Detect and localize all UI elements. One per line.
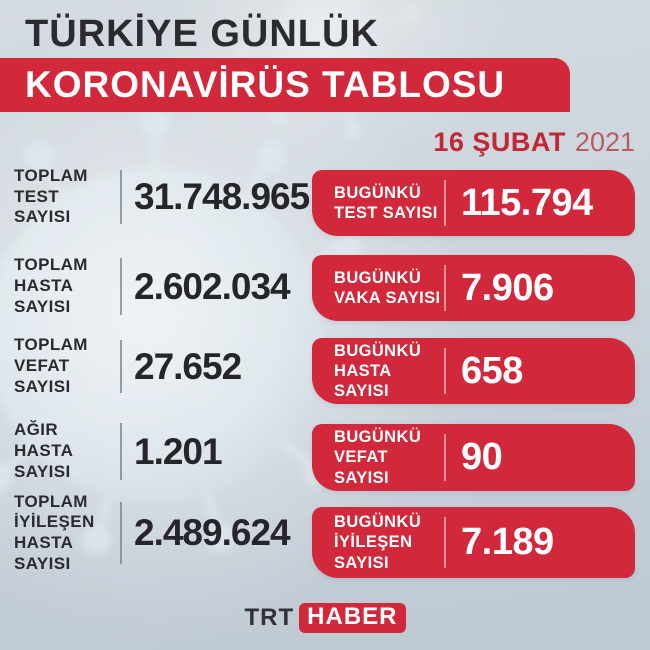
divider — [444, 180, 446, 226]
divider — [120, 258, 122, 315]
divider — [444, 434, 446, 481]
daily-row-iyilesen: BUGÜNKÜ İYİLEŞEN SAYISI 7.189 — [312, 507, 635, 578]
divider — [444, 265, 446, 311]
daily-value-test: 115.794 — [461, 181, 593, 224]
total-value-iyilesen: 2.489.624 — [134, 512, 291, 553]
trt-haber-logo: TRT HABER — [0, 603, 650, 633]
daily-label-hasta: BUGÜNKÜ HASTA SAYISI — [334, 341, 422, 401]
divider — [120, 340, 122, 393]
report-date-day: 16 ŞUBAT — [433, 127, 566, 157]
haber-logo-badge: HABER — [299, 603, 406, 633]
total-label-iyilesen: TOPLAM İYİLEŞEN HASTA SAYISI — [14, 491, 95, 573]
daily-label-iyilesen: BUGÜNKÜ İYİLEŞEN SAYISI — [334, 513, 422, 572]
page-title-line2: KORONAVİRÜS TABLOSU — [25, 64, 506, 105]
total-row-vefat: TOPLAM VEFAT SAYISI 27.652 — [14, 335, 314, 395]
report-date-year: 2021 — [574, 127, 635, 157]
daily-label-test: BUGÜNKÜ TEST SAYISI — [334, 183, 438, 222]
total-label-test: TOPLAM TEST SAYISI — [14, 165, 88, 227]
daily-value-vaka: 7.906 — [461, 266, 554, 309]
daily-row-vaka: BUGÜNKÜ VAKA SAYISI 7.906 — [312, 255, 635, 321]
report-date: 16 ŞUBAT 2021 — [433, 127, 635, 158]
daily-value-vefat: 90 — [461, 436, 503, 478]
divider — [120, 170, 122, 224]
total-value-hasta: 2.602.034 — [134, 265, 291, 307]
page-title-banner: KORONAVİRÜS TABLOSU — [0, 58, 570, 112]
daily-value-iyilesen: 7.189 — [461, 521, 554, 563]
daily-row-test: BUGÜNKÜ TEST SAYISI 115.794 — [312, 170, 635, 236]
total-row-test: TOPLAM TEST SAYISI 31.748.965 — [14, 166, 314, 226]
daily-row-hasta: BUGÜNKÜ HASTA SAYISI 658 — [312, 338, 635, 404]
total-row-iyilesen: TOPLAM İYİLEŞEN HASTA SAYISI 2.489.624 — [14, 492, 314, 573]
total-label-agir-hasta: AĞIR HASTA SAYISI — [14, 420, 74, 481]
daily-label-vaka: BUGÜNKÜ VAKA SAYISI — [334, 268, 441, 307]
divider — [444, 348, 446, 394]
page-title-line1: TÜRKİYE GÜNLÜK — [25, 13, 379, 55]
daily-row-vefat: BUGÜNKÜ VEFAT SAYISI 90 — [312, 424, 635, 491]
divider — [444, 517, 446, 568]
total-value-vefat: 27.652 — [134, 345, 242, 387]
daily-value-hasta: 658 — [461, 349, 523, 392]
trt-logo-text: TRT — [244, 604, 295, 631]
total-row-hasta: TOPLAM HASTA SAYISI 2.602.034 — [14, 255, 314, 316]
total-value-agir-hasta: 1.201 — [134, 430, 223, 472]
total-value-test: 31.748.965 — [134, 176, 310, 217]
total-row-agir-hasta: AĞIR HASTA SAYISI 1.201 — [14, 420, 314, 481]
total-label-vefat: TOPLAM VEFAT SAYISI — [14, 335, 88, 396]
total-label-hasta: TOPLAM HASTA SAYISI — [14, 255, 88, 316]
divider — [120, 502, 122, 564]
divider — [120, 423, 122, 480]
daily-label-vefat: BUGÜNKÜ VEFAT SAYISI — [334, 428, 422, 487]
